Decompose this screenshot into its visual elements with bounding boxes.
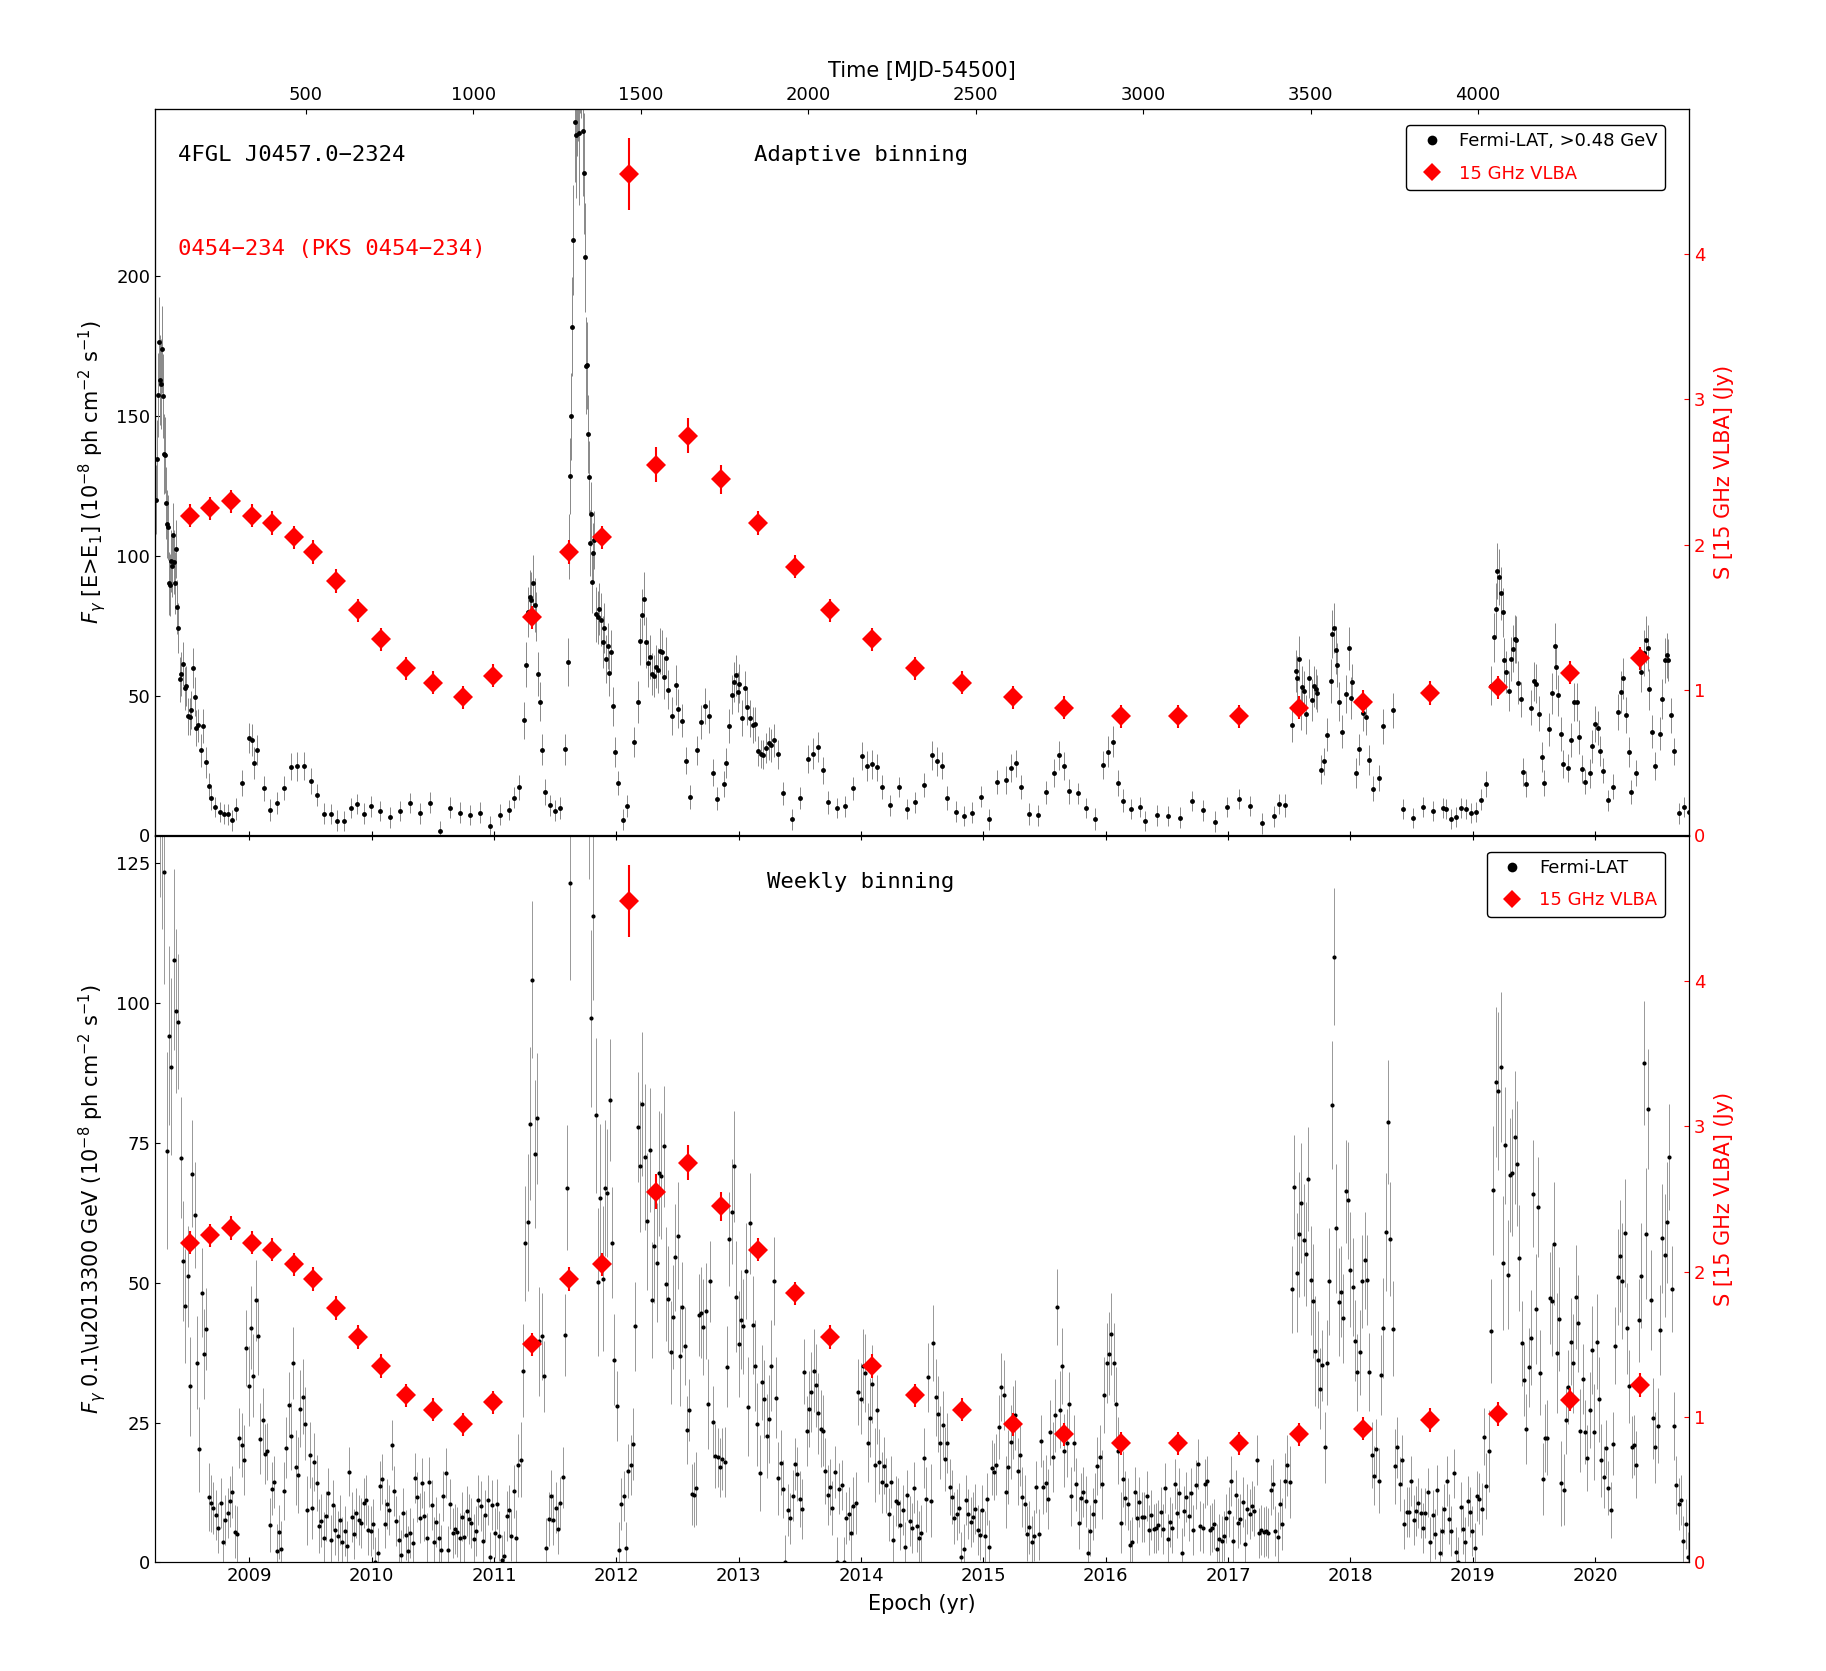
Text: 4FGL J0457.0−2324: 4FGL J0457.0−2324 (179, 145, 405, 165)
Text: Weekly binning: Weekly binning (767, 872, 955, 892)
X-axis label: Time [MJD-54500]: Time [MJD-54500] (829, 62, 1015, 82)
Text: 0454−234 (PKS 0454−234): 0454−234 (PKS 0454−234) (179, 239, 486, 259)
Y-axis label: $F_{\gamma}$ 0.1\u2013300 GeV (10$^{-8}$ ph cm$^{-2}$ s$^{-1}$): $F_{\gamma}$ 0.1\u2013300 GeV (10$^{-8}$… (75, 984, 108, 1414)
Legend: Fermi-LAT, >0.48 GeV, 15 GHz VLBA: Fermi-LAT, >0.48 GeV, 15 GHz VLBA (1406, 125, 1665, 190)
X-axis label: Epoch (yr): Epoch (yr) (869, 1594, 975, 1614)
Text: Adaptive binning: Adaptive binning (754, 145, 968, 165)
Y-axis label: $F_{\gamma}$ [E>E$_1$] (10$^{-8}$ ph cm$^{-2}$ s$^{-1}$): $F_{\gamma}$ [E>E$_1$] (10$^{-8}$ ph cm$… (77, 321, 108, 623)
Y-axis label: S [15 GHz VLBA] (Jy): S [15 GHz VLBA] (Jy) (1715, 364, 1733, 580)
Y-axis label: S [15 GHz VLBA] (Jy): S [15 GHz VLBA] (Jy) (1715, 1091, 1733, 1307)
Legend: Fermi-LAT, 15 GHz VLBA: Fermi-LAT, 15 GHz VLBA (1486, 852, 1665, 917)
